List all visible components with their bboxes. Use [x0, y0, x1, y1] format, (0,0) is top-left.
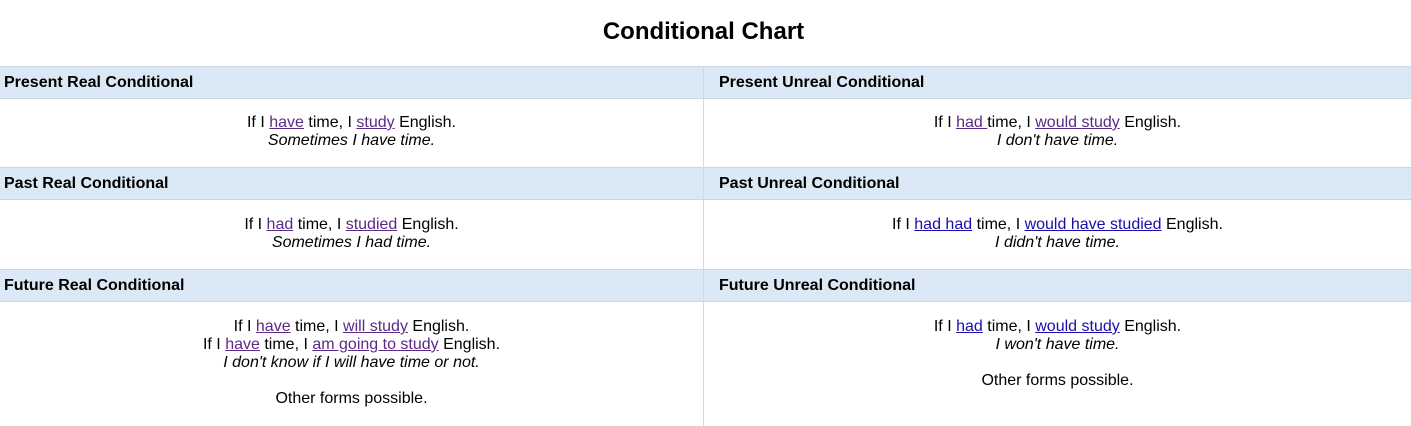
past-real-note: Sometimes I had time. [271, 234, 432, 251]
future-unreal-other-forms: Other forms possible. [981, 372, 1134, 389]
am-going-to-study-link[interactable]: am going to study [312, 336, 439, 353]
past-unreal-note: I didn't have time. [995, 234, 1120, 251]
future-unreal-example: If I had time, I would study English. [933, 318, 1182, 335]
future-real-example-will: If I have time, I will study English. [233, 318, 470, 335]
present-unreal-note: I don't have time. [996, 132, 1119, 149]
past-real-header: Past Real Conditional [0, 167, 703, 200]
page-title: Conditional Chart [602, 18, 805, 45]
present-unreal-example: If I had time, I would study English. [933, 114, 1182, 131]
would-study-link[interactable]: would study [1035, 114, 1120, 131]
present-real-header: Present Real Conditional [0, 66, 703, 99]
would-have-studied-link[interactable]: would have studied [1024, 216, 1162, 233]
future-real-note: I don't know if I will have time or not. [223, 354, 480, 371]
future-real-other-forms: Other forms possible. [275, 390, 428, 407]
past-real-example: If I had time, I studied English. [244, 216, 459, 233]
future-unreal-header: Future Unreal Conditional [704, 269, 1411, 302]
past-real-body: If I had time, I studied English. Someti… [0, 216, 703, 252]
studied-link[interactable]: studied [345, 216, 398, 233]
have-link[interactable]: have [269, 114, 304, 131]
future-unreal-body: If I had time, I would study English. I … [704, 318, 1411, 390]
future-real-body: If I have time, I will study English. If… [0, 318, 703, 408]
conditional-chart: Present Real Conditional If I have time,… [0, 66, 1411, 426]
have-link[interactable]: have [255, 318, 291, 335]
future-real-header: Future Real Conditional [0, 269, 703, 302]
past-unreal-body: If I had had time, I would have studied … [704, 216, 1411, 252]
will-study-link[interactable]: will study [343, 318, 408, 335]
present-unreal-body: If I had time, I would study English. I … [704, 114, 1411, 150]
had-link[interactable]: had [956, 114, 988, 131]
present-real-note: Sometimes I have time. [267, 132, 436, 149]
would-study-link[interactable]: would study [1035, 318, 1120, 335]
future-unreal-note: I won't have time. [995, 336, 1120, 353]
real-conditionals-column: Present Real Conditional If I have time,… [0, 66, 703, 426]
present-unreal-header: Present Unreal Conditional [704, 66, 1411, 99]
had-had-link[interactable]: had had [914, 216, 973, 233]
present-real-example: If I have time, I study English. [246, 114, 456, 131]
past-unreal-example: If I had had time, I would have studied … [892, 216, 1223, 233]
past-unreal-header: Past Unreal Conditional [704, 167, 1411, 200]
present-real-body: If I have time, I study English. Sometim… [0, 114, 703, 150]
had-link[interactable]: had [956, 318, 983, 335]
unreal-conditionals-column: Present Unreal Conditional If I had time… [703, 66, 1411, 426]
study-link[interactable]: study [356, 114, 395, 131]
future-real-example-going-to: If I have time, I am going to study Engl… [202, 336, 501, 353]
had-link[interactable]: had [266, 216, 294, 233]
have-link[interactable]: have [225, 336, 260, 353]
